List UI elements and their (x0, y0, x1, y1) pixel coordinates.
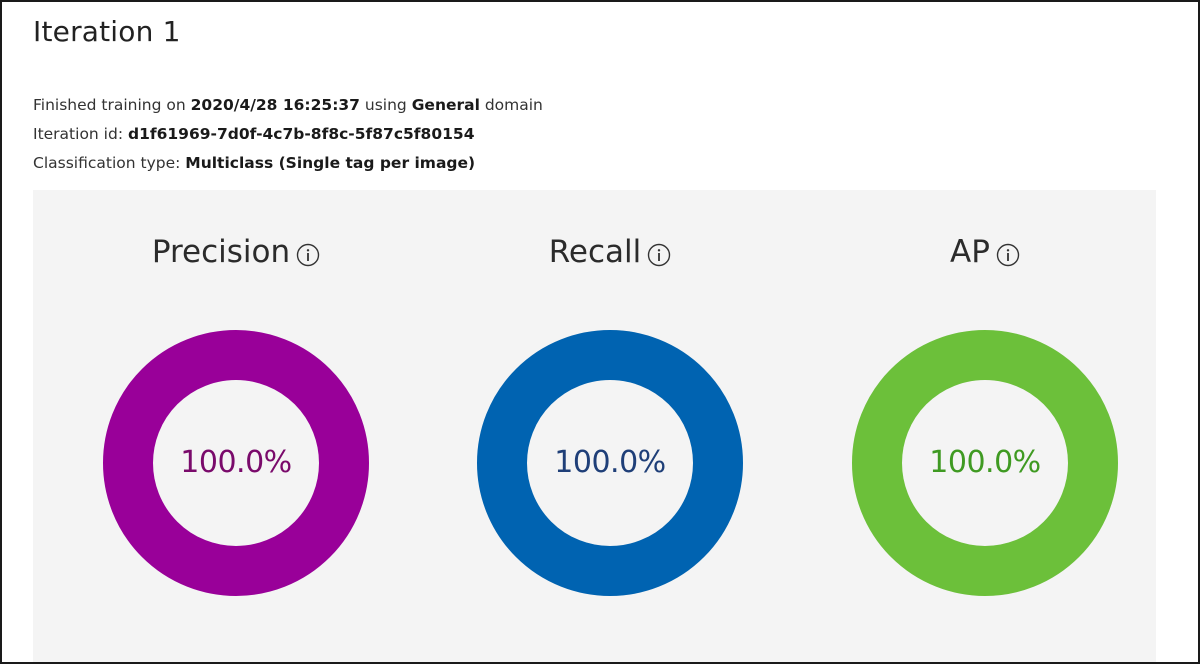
precision-donut-chart: 100.0% (103, 330, 369, 596)
precision-donut-ring (103, 330, 369, 596)
iteration-info: Finished training on 2020/4/28 16:25:37 … (33, 94, 543, 181)
classification-type-line: Classification type: Multiclass (Single … (33, 152, 543, 181)
precision-value: 100.0% (180, 445, 292, 480)
ap-label: AP (950, 234, 990, 270)
metrics-panel: Precision 100.0% Recall 100.0% (33, 190, 1156, 662)
training-domain: General (411, 96, 480, 114)
training-info-line: Finished training on 2020/4/28 16:25:37 … (33, 94, 543, 123)
training-prefix: Finished training on (33, 96, 191, 114)
recall-header: Recall (445, 234, 775, 270)
recall-donut-chart: 100.0% (477, 330, 743, 596)
classification-type-value: Multiclass (Single tag per image) (185, 154, 476, 172)
recall-label: Recall (548, 234, 642, 270)
page-title: Iteration 1 (33, 15, 181, 48)
recall-donut-ring (477, 330, 743, 596)
recall-value: 100.0% (554, 445, 666, 480)
metric-precision: Precision 100.0% (71, 190, 401, 662)
ap-header: AP (820, 234, 1150, 270)
metric-recall: Recall 100.0% (445, 190, 775, 662)
ap-value: 100.0% (929, 445, 1041, 480)
training-date: 2020/4/28 16:25:37 (190, 96, 360, 114)
training-middle: using (359, 96, 412, 114)
iteration-id-prefix: Iteration id: (33, 125, 128, 143)
ap-donut-ring (852, 330, 1118, 596)
info-icon[interactable] (296, 243, 320, 267)
iteration-id-line: Iteration id: d1f61969-7d0f-4c7b-8f8c-5f… (33, 123, 543, 152)
metric-ap: AP 100.0% (820, 190, 1150, 662)
iteration-id-value: d1f61969-7d0f-4c7b-8f8c-5f87c5f80154 (127, 125, 475, 143)
precision-label: Precision (151, 234, 291, 270)
info-icon[interactable] (647, 243, 671, 267)
classification-type-prefix: Classification type: (33, 154, 186, 172)
training-suffix: domain (479, 96, 543, 114)
precision-header: Precision (71, 234, 401, 270)
ap-donut-chart: 100.0% (852, 330, 1118, 596)
info-icon[interactable] (996, 243, 1020, 267)
